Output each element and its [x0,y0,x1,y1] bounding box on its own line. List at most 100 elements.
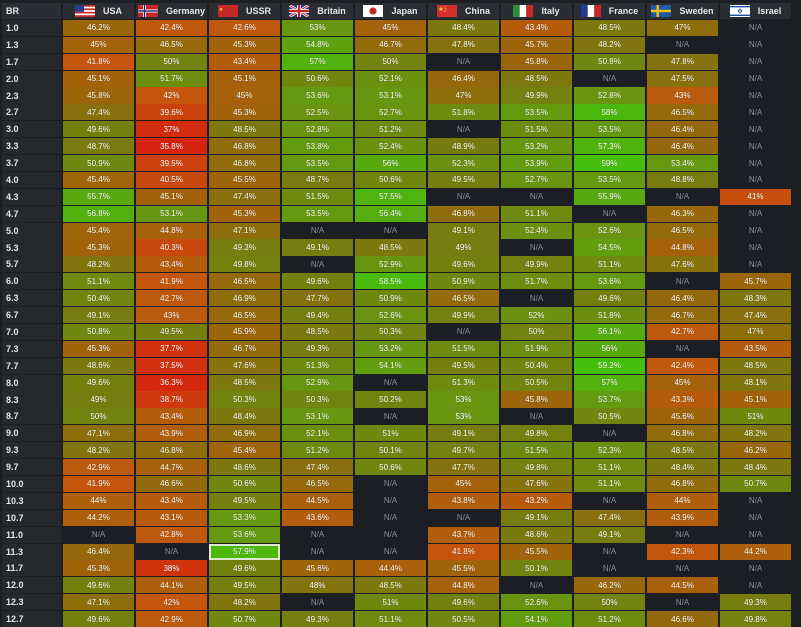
winrate-cell-japan: N/A [355,509,426,526]
br-label: 3.7 [2,155,61,172]
column-header-israel[interactable]: Israel [720,3,791,20]
column-header-label: Germany [165,6,206,17]
winrate-cell-italy: 52.4% [501,222,572,239]
winrate-cell-sweden: 47% [647,19,718,36]
winrate-cell-usa: 46.2% [63,19,134,36]
column-header-italy[interactable]: Italy [501,3,572,20]
winrate-cell-britain: 57% [282,53,353,70]
winrate-cell-germany: 42.9% [136,611,207,627]
winrate-cell-ussr: 46.7% [209,340,280,357]
winrate-cell-china: 49.1% [428,222,499,239]
winrate-cell-china: 47.8% [428,36,499,53]
winrate-cell-ussr: 45.9% [209,323,280,341]
winrate-cell-sweden: N/A [647,526,718,543]
winrate-cell-israel: N/A [720,222,791,239]
br-label: 5.7 [2,256,61,273]
column-header-usa[interactable]: USA [63,3,134,20]
winrate-cell-france: N/A [574,205,645,222]
winrate-cell-italy: 51.5% [501,442,572,459]
winrate-cell-china: 49.5% [428,171,499,188]
winrate-cell-china: 45% [428,475,499,493]
winrate-cell-italy: 45.7% [501,36,572,53]
winrate-cell-china: 49% [428,239,499,256]
ussr-flag-icon [217,5,246,18]
winrate-cell-france: 49.1% [574,526,645,543]
column-header-germany[interactable]: Germany [136,3,207,20]
column-header-sweden[interactable]: Sweden [647,3,718,20]
br-label: 3.0 [2,121,61,138]
winrate-cell-sweden: N/A [647,36,718,53]
winrate-cell-italy: 54.1% [501,611,572,627]
winrate-cell-britain: N/A [282,222,353,239]
winrate-cell-usa: 47.4% [63,104,134,121]
column-header-japan[interactable]: Japan [355,3,426,20]
winrate-cell-usa: 50% [63,408,134,425]
winrate-cell-italy: N/A [501,408,572,425]
winrate-cell-germany: 46.6% [136,475,207,493]
winrate-cell-britain: N/A [282,256,353,273]
winrate-cell-china: 49.6% [428,594,499,611]
winrate-cell-japan: N/A [355,374,426,391]
winrate-cell-germany: N/A [136,543,207,560]
column-header-france[interactable]: France [574,3,645,20]
winrate-cell-britain: 50.6% [282,70,353,87]
winrate-cell-israel: N/A [720,577,791,594]
winrate-cell-germany: 44.7% [136,459,207,476]
winrate-cell-japan: 52.7% [355,104,426,121]
winrate-cell-france: N/A [574,543,645,560]
winrate-cell-israel: N/A [720,155,791,172]
winrate-cell-france: 55.9% [574,188,645,205]
column-header-label: Italy [541,6,560,17]
winrate-cell-usa: 46.4% [63,543,134,560]
br-label: 1.7 [2,53,61,70]
winrate-cell-israel: 48.4% [720,459,791,476]
winrate-cell-italy: 53.9% [501,155,572,172]
br-label: 7.0 [2,323,61,341]
br-label: 11.3 [2,543,61,560]
winrate-cell-ussr: 46.5% [209,273,280,290]
winrate-cell-france: 59.2% [574,357,645,374]
winrate-cell-sweden: 46.5% [647,104,718,121]
winrate-cell-britain: N/A [282,543,353,560]
winrate-cell-germany: 44.1% [136,577,207,594]
column-header-britain[interactable]: Britain [282,3,353,20]
br-label: 4.3 [2,188,61,205]
winrate-cell-britain: 47.4% [282,459,353,476]
winrate-cell-sweden: 46.5% [647,222,718,239]
winrate-cell-germany: 40.3% [136,239,207,256]
winrate-cell-germany: 43.1% [136,509,207,526]
winrate-cell-germany: 44.8% [136,222,207,239]
winrate-cell-sweden: 42.3% [647,543,718,560]
winrate-cell-britain: 49.3% [282,611,353,627]
winrate-cell-usa: 49% [63,391,134,408]
winrate-cell-japan: N/A [355,408,426,425]
br-label: 6.7 [2,307,61,324]
winrate-cell-sweden: 47.8% [647,53,718,70]
winrate-cell-japan: N/A [355,543,426,560]
winrate-cell-britain: 50.3% [282,391,353,408]
winrate-cell-usa: 45.4% [63,171,134,188]
winrate-cell-france: 47.4% [574,509,645,526]
winrate-cell-japan: 51% [355,425,426,442]
winrate-cell-israel: N/A [720,19,791,36]
winrate-cell-france: 56.1% [574,323,645,341]
winrate-cell-japan: 50.9% [355,290,426,307]
column-header-ussr[interactable]: USSR [209,3,280,20]
winrate-cell-italy: 43.4% [501,19,572,36]
winrate-cell-germany: 49.5% [136,323,207,341]
winrate-cell-japan: 52.1% [355,70,426,87]
winrate-cell-ussr: 48.4% [209,408,280,425]
winrate-cell-usa: 45.3% [63,239,134,256]
winrate-cell-israel: N/A [720,560,791,577]
column-header-china[interactable]: China [428,3,499,20]
winrate-cell-italy: N/A [501,239,572,256]
winrate-cell-china: 49.5% [428,357,499,374]
winrate-cell-sweden: 46.6% [647,611,718,627]
winrate-cell-selected: 57.9% [209,543,280,560]
winrate-cell-italy: 45.8% [501,391,572,408]
br-label: 6.0 [2,273,61,290]
winrate-cell-britain: 48.5% [282,323,353,341]
winrate-cell-sweden: N/A [647,594,718,611]
br-column-header[interactable]: BR [2,3,61,20]
winrate-cell-italy: 51.7% [501,273,572,290]
